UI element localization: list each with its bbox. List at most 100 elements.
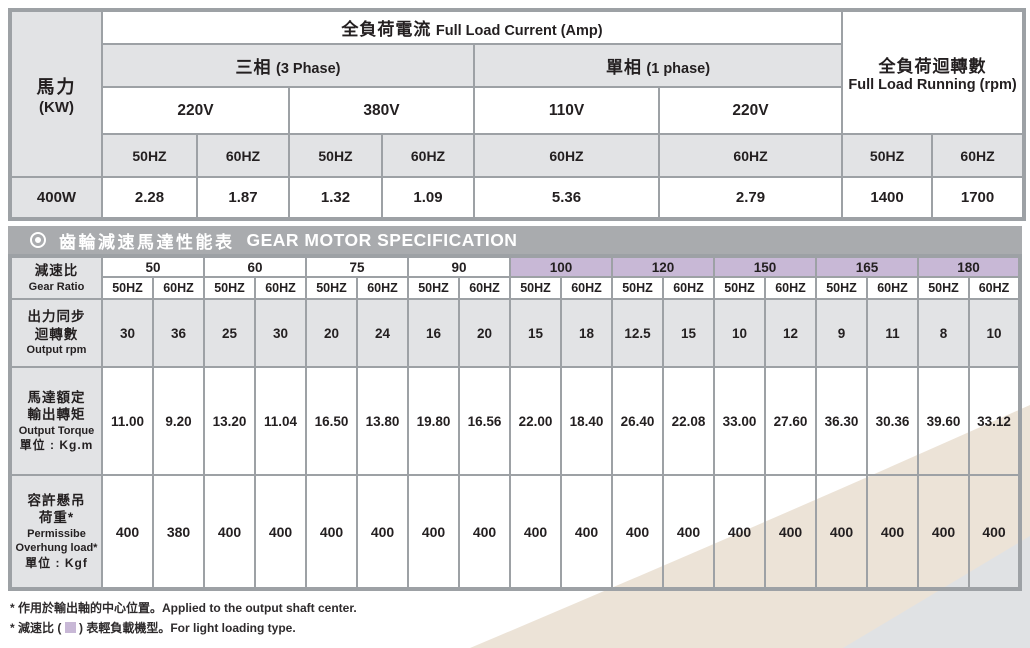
rpm-value-cell: 1400: [841, 176, 934, 220]
current-header-en: Full Load Current (Amp): [435, 23, 603, 39]
hz-header-cell: 60HZ: [931, 133, 1026, 178]
full-load-current-table: 馬力 (KW) 全負荷電流 Full Load Current (Amp) 全負…: [8, 8, 1027, 221]
output-rpm-cell: 18: [560, 298, 613, 368]
overhung-unit: 單位 : Kgf: [25, 555, 88, 570]
ratio-cell: 75: [305, 255, 409, 278]
current-value-cell: 2.28: [101, 176, 198, 220]
footnotes: * 作用於輸出軸的中心位置。Applied to the output shaf…: [10, 598, 1030, 639]
overhung-load-cell: 400: [254, 474, 307, 590]
output-torque-cell: 27.60: [764, 366, 817, 476]
rpm-header-cell: 全負荷迴轉數 Full Load Running (rpm): [841, 9, 1026, 135]
three-phase-zh: 三相: [235, 58, 272, 77]
output-rpm-cell: 15: [662, 298, 715, 368]
ratio-cell: 90: [407, 255, 511, 278]
one-phase-zh: 單相: [605, 58, 642, 77]
gear-ratio-header-cell: 減速比 Gear Ratio: [9, 255, 103, 300]
current-value-cell: 1.32: [288, 176, 383, 220]
hz-header-cell: 50HZ: [101, 133, 198, 178]
output-torque-cell: 30.36: [866, 366, 919, 476]
hp-header-cell: 馬力 (KW): [9, 9, 103, 178]
rpm-value-cell: 1700: [931, 176, 1026, 220]
footnote-light-loading-post: ) 表輕負載機型。For light loading type.: [75, 621, 296, 636]
overhung-load-cell: 400: [101, 474, 154, 590]
output-rpm-cell: 12.5: [611, 298, 664, 368]
output-rpm-cell: 30: [254, 298, 307, 368]
current-value-cell: 1.09: [381, 176, 475, 220]
footnote-shaft-center: * 作用於輸出軸的中心位置。Applied to the output shaf…: [10, 601, 357, 615]
output-rpm-cell: 30: [101, 298, 154, 368]
overhung-label-zh-1: 容許懸吊: [27, 492, 86, 508]
output-torque-cell: 16.50: [305, 366, 358, 476]
ratio-cell-light-load: 165: [815, 255, 919, 278]
gear-hz-cell: 60HZ: [152, 276, 205, 300]
gear-hz-cell: 60HZ: [356, 276, 409, 300]
voltage-cell: 220V: [101, 86, 290, 135]
output-rpm-cell: 16: [407, 298, 460, 368]
overhung-load-cell: 400: [917, 474, 970, 590]
output-torque-label-zh-1: 馬達額定: [27, 389, 86, 405]
output-torque-label-en: Output Torque: [18, 424, 95, 437]
output-rpm-cell: 20: [305, 298, 358, 368]
overhung-load-cell: 400: [866, 474, 919, 590]
overhung-load-cell: 400: [458, 474, 511, 590]
output-rpm-cell: 24: [356, 298, 409, 368]
section-title-zh: 齒輪減速馬達性能表: [59, 232, 235, 252]
output-torque-cell: 22.00: [509, 366, 562, 476]
voltage-cell: 380V: [288, 86, 475, 135]
three-phase-en: (3 Phase): [275, 61, 341, 77]
current-value-cell: 5.36: [473, 176, 660, 220]
gear-hz-cell: 60HZ: [764, 276, 817, 300]
output-torque-cell: 33.00: [713, 366, 766, 476]
gear-hz-cell: 50HZ: [815, 276, 868, 300]
gear-hz-cell: 50HZ: [203, 276, 256, 300]
current-value-cell: 2.79: [657, 176, 844, 220]
output-rpm-cell: 8: [917, 298, 970, 368]
gear-hz-cell: 50HZ: [305, 276, 358, 300]
output-rpm-cell: 10: [968, 298, 1021, 368]
gear-ratio-label-zh: 減速比: [34, 263, 79, 279]
footnote-light-loading-pre: * 減速比 (: [10, 621, 65, 636]
overhung-load-header-cell: 容許懸吊 荷重* Permissibe Overhung load* 單位 : …: [9, 474, 103, 590]
output-torque-cell: 13.80: [356, 366, 409, 476]
ratio-cell: 50: [101, 255, 205, 278]
output-torque-cell: 16.56: [458, 366, 511, 476]
output-rpm-cell: 12: [764, 298, 817, 368]
rpm-header-zh: 全負荷迴轉數: [878, 57, 987, 76]
output-rpm-cell: 25: [203, 298, 256, 368]
output-rpm-label-zh-1: 出力同步: [27, 309, 86, 325]
model-cell: 400W: [9, 176, 103, 220]
output-torque-cell: 11.00: [101, 366, 154, 476]
output-torque-label-zh-2: 輸出轉矩: [27, 407, 86, 423]
hz-header-cell: 60HZ: [381, 133, 475, 178]
output-rpm-label-zh-2: 迴轉數: [34, 326, 79, 342]
voltage-cell: 220V: [657, 86, 844, 135]
output-torque-cell: 18.40: [560, 366, 613, 476]
footnote-light-loading: * 減速比 ( ) 表輕負載機型。For light loading type.: [10, 618, 1030, 638]
current-header-zh: 全負荷電流: [341, 20, 432, 39]
overhung-load-cell: 400: [764, 474, 817, 590]
output-torque-cell: 13.20: [203, 366, 256, 476]
gear-hz-cell: 60HZ: [662, 276, 715, 300]
overhung-load-cell: 400: [560, 474, 613, 590]
hz-header-cell: 60HZ: [473, 133, 660, 178]
output-torque-cell: 33.12: [968, 366, 1021, 476]
output-rpm-cell: 11: [866, 298, 919, 368]
one-phase-header-cell: 單相 (1 phase): [472, 43, 844, 88]
output-torque-cell: 36.30: [815, 366, 868, 476]
fisheye-bullet-icon: [30, 232, 46, 248]
overhung-load-cell: 400: [662, 474, 715, 590]
current-header-cell: 全負荷電流 Full Load Current (Amp): [100, 9, 844, 45]
output-rpm-header-cell: 出力同步 迴轉數 Output rpm: [9, 298, 103, 368]
output-rpm-cell: 36: [152, 298, 205, 368]
output-rpm-cell: 20: [458, 298, 511, 368]
output-torque-cell: 39.60: [917, 366, 970, 476]
overhung-load-cell: 400: [815, 474, 868, 590]
overhung-load-cell: 380: [152, 474, 205, 590]
output-rpm-label-en: Output rpm: [26, 344, 87, 357]
output-torque-cell: 26.40: [611, 366, 664, 476]
output-rpm-cell: 9: [815, 298, 868, 368]
current-value-cell: 1.87: [196, 176, 290, 220]
one-phase-en: (1 phase): [646, 61, 711, 77]
gear-ratio-label-en: Gear Ratio: [28, 280, 85, 293]
gear-hz-cell: 50HZ: [611, 276, 664, 300]
